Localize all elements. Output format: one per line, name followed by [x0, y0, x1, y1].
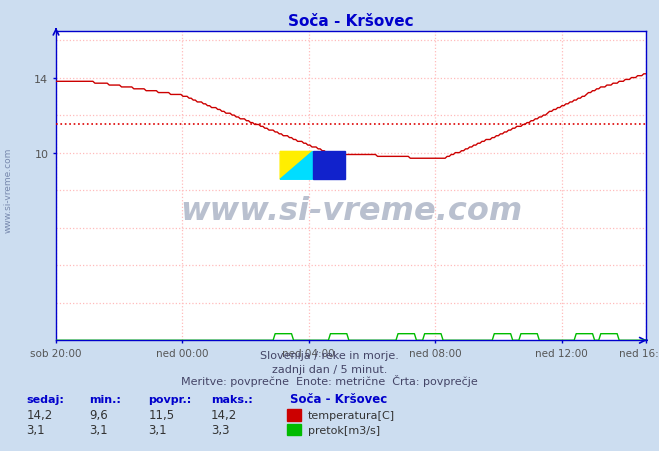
- Title: Soča - Kršovec: Soča - Kršovec: [288, 14, 414, 29]
- Text: www.si-vreme.com: www.si-vreme.com: [180, 195, 522, 226]
- Text: 3,1: 3,1: [89, 423, 107, 436]
- Polygon shape: [280, 152, 312, 180]
- Text: zadnji dan / 5 minut.: zadnji dan / 5 minut.: [272, 364, 387, 374]
- Text: maks.:: maks.:: [211, 394, 252, 404]
- Text: 3,3: 3,3: [211, 423, 229, 436]
- Text: 3,1: 3,1: [26, 423, 45, 436]
- Text: 14,2: 14,2: [211, 409, 237, 422]
- Text: sedaj:: sedaj:: [26, 394, 64, 404]
- Text: www.si-vreme.com: www.si-vreme.com: [3, 147, 13, 232]
- Text: Soča - Kršovec: Soča - Kršovec: [290, 392, 387, 405]
- Text: 9,6: 9,6: [89, 409, 107, 422]
- Text: 14,2: 14,2: [26, 409, 53, 422]
- Text: 3,1: 3,1: [148, 423, 167, 436]
- Polygon shape: [312, 152, 345, 180]
- Text: temperatura[C]: temperatura[C]: [308, 410, 395, 420]
- Text: povpr.:: povpr.:: [148, 394, 192, 404]
- Text: 11,5: 11,5: [148, 409, 175, 422]
- Polygon shape: [280, 152, 312, 180]
- Text: min.:: min.:: [89, 394, 121, 404]
- Text: Meritve: povprečne  Enote: metrične  Črta: povprečje: Meritve: povprečne Enote: metrične Črta:…: [181, 374, 478, 386]
- Text: Slovenija / reke in morje.: Slovenija / reke in morje.: [260, 350, 399, 360]
- Text: pretok[m3/s]: pretok[m3/s]: [308, 425, 380, 435]
